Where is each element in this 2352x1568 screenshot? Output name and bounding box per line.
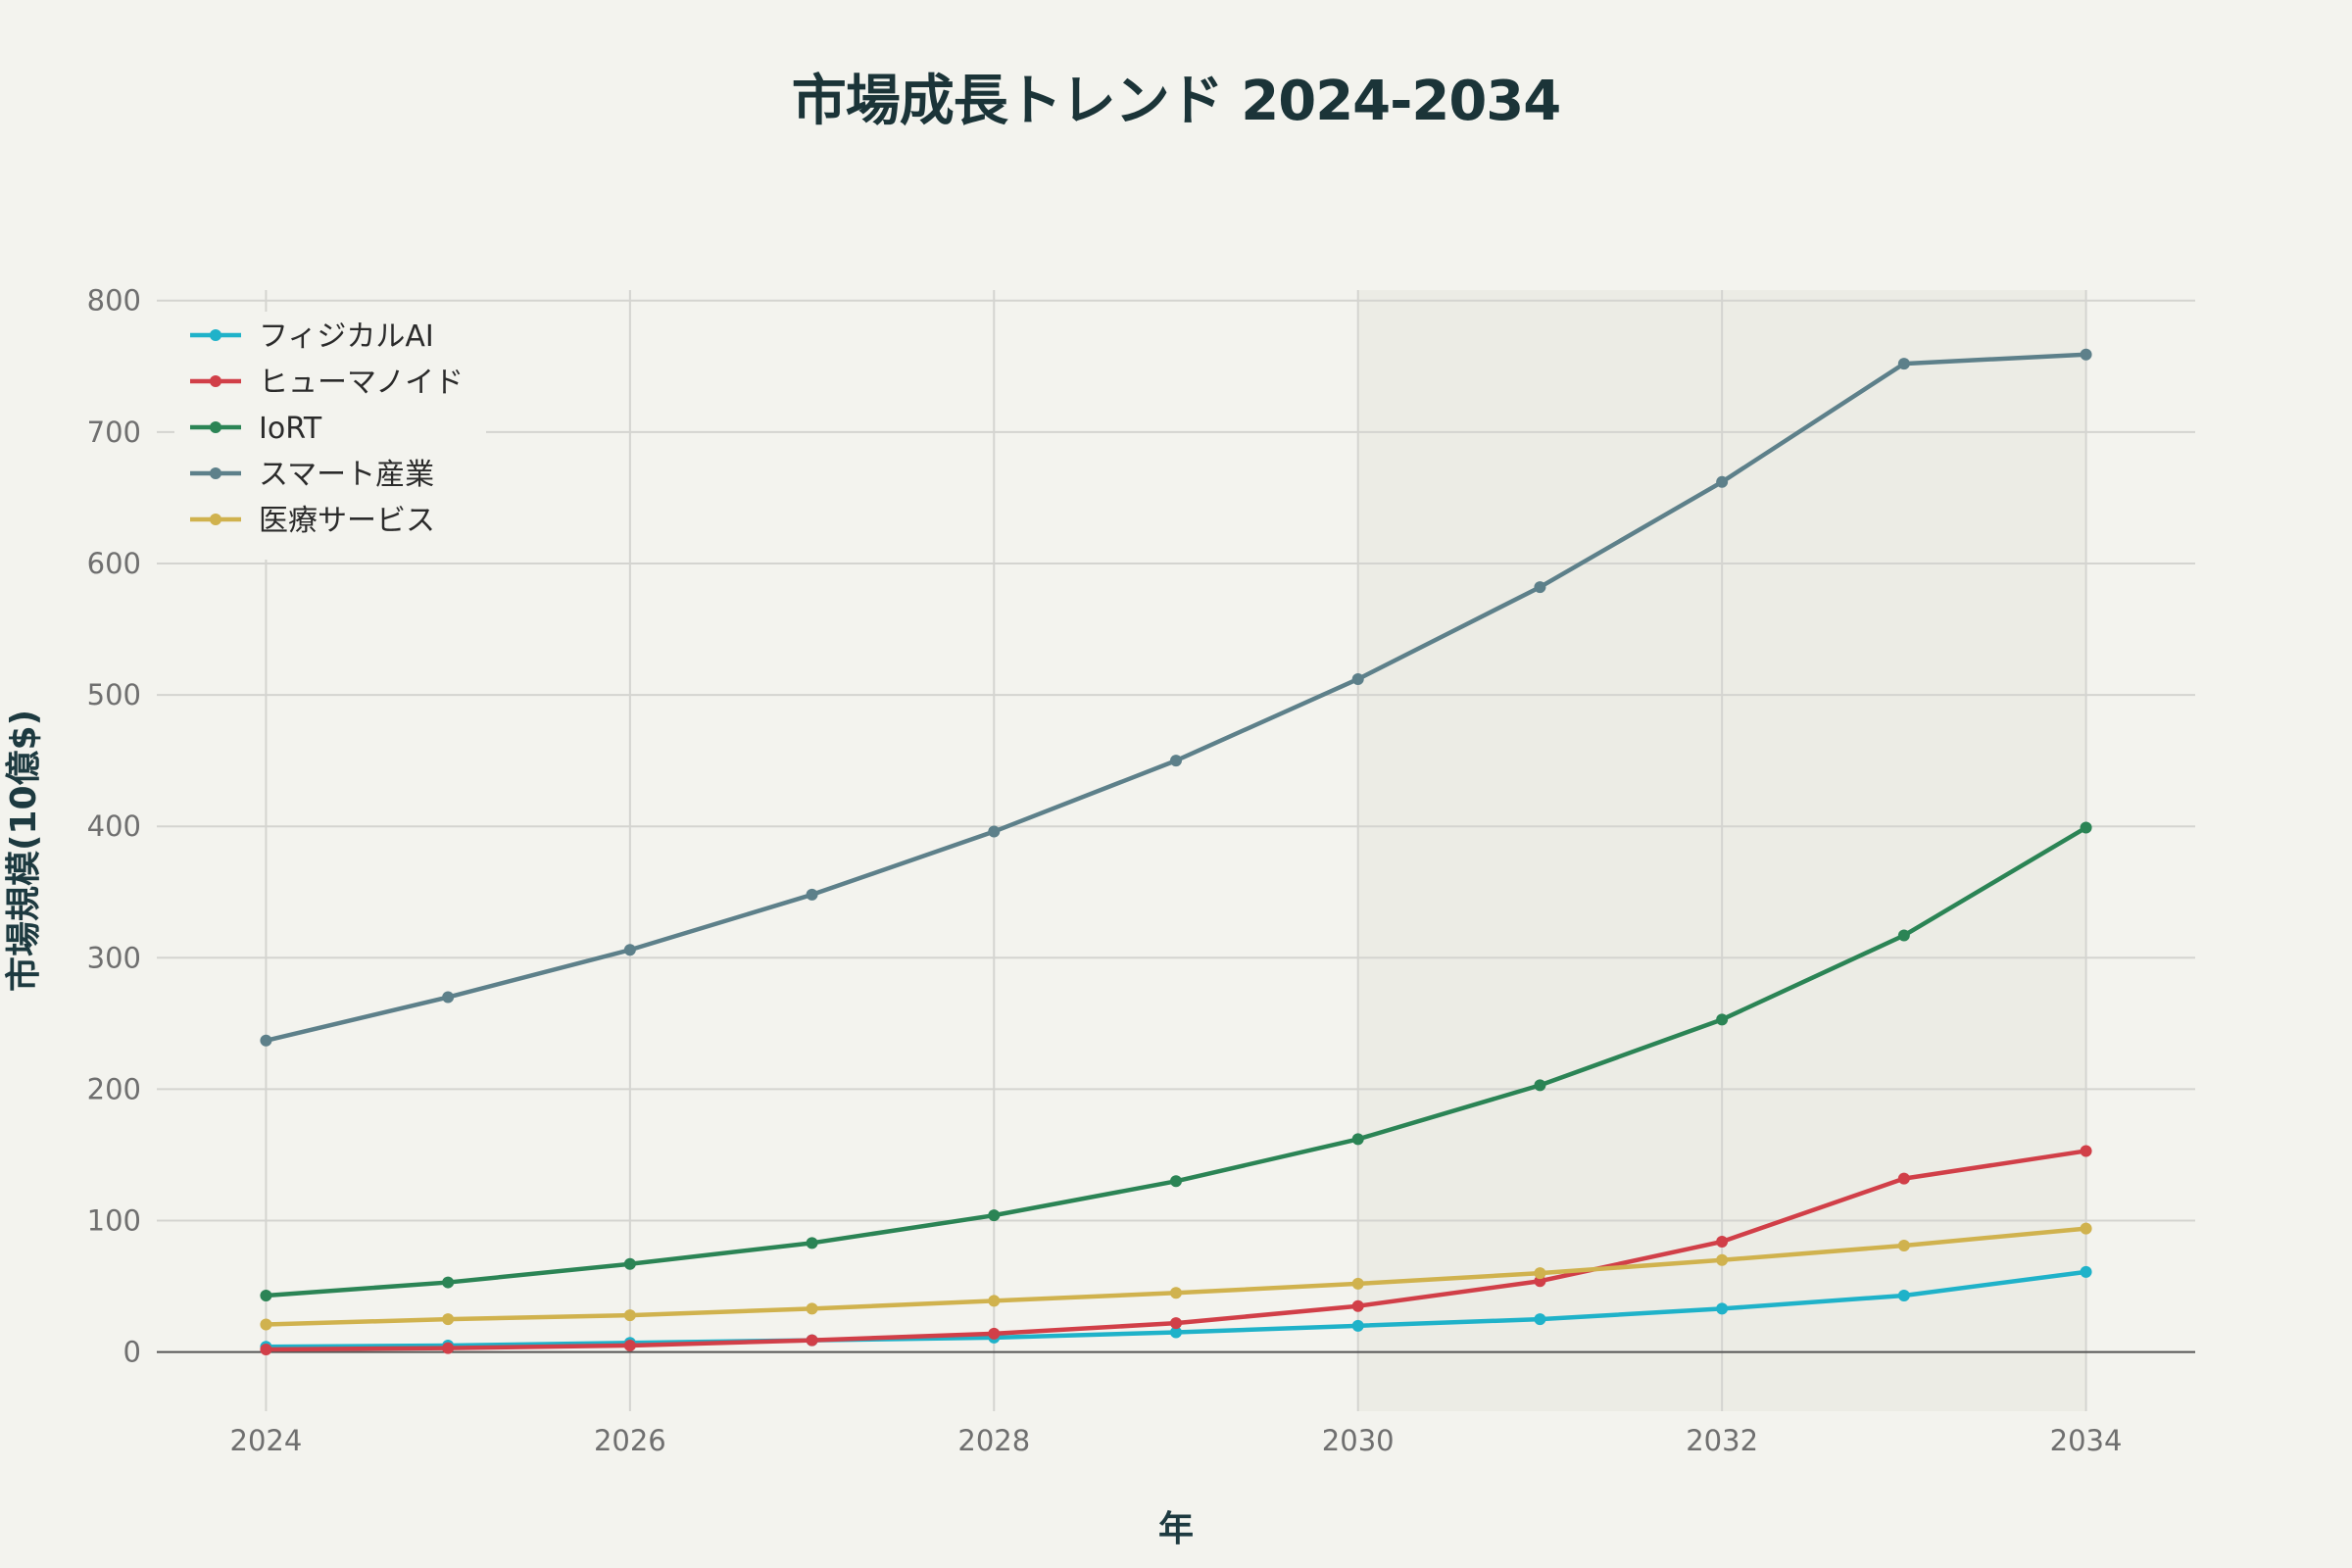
- data-point-s2-2025: [442, 1342, 455, 1354]
- data-point-s4-2024: [260, 1034, 272, 1047]
- series-2: [260, 1145, 2092, 1355]
- legend-label-5: 医療サービス: [259, 504, 435, 538]
- legend-label-1: フィジカルAI: [259, 319, 434, 354]
- data-point-s3-2026: [623, 1257, 636, 1270]
- y-tick-label-100: 100: [87, 1204, 141, 1238]
- legend-label-3: IoRT: [259, 412, 322, 446]
- x-tick-label-2034: 2034: [2050, 1424, 2123, 1457]
- legend-label-2: ヒューマノイド: [259, 366, 464, 400]
- data-point-s5-2033: [1897, 1240, 1910, 1252]
- data-point-s5-2028: [988, 1295, 1001, 1307]
- data-point-s1-2033: [1897, 1289, 1910, 1301]
- x-axis-title: 年: [1158, 1509, 1194, 1549]
- data-point-s5-2031: [1534, 1267, 1546, 1280]
- data-point-s5-2025: [442, 1313, 455, 1326]
- data-point-s1-2031: [1534, 1313, 1546, 1326]
- data-point-s4-2025: [442, 991, 455, 1004]
- data-point-s4-2034: [2080, 348, 2092, 361]
- chart-title: 市場成長トレンド 2024-2034: [791, 70, 1561, 133]
- x-tick-label-2032: 2032: [1686, 1424, 1758, 1457]
- data-point-s5-2024: [260, 1318, 272, 1331]
- data-point-s1-2029: [1170, 1326, 1182, 1339]
- data-point-s4-2027: [806, 888, 818, 901]
- y-axis-ticks: 0 100 200 300 400 500 600 700 800: [87, 284, 141, 1369]
- data-point-s5-2027: [806, 1302, 818, 1315]
- data-point-s1-2032: [1716, 1302, 1729, 1315]
- legend-swatch-marker-2: [210, 375, 221, 387]
- series-3: [260, 821, 2092, 1301]
- y-tick-label-300: 300: [87, 941, 141, 974]
- x-axis-ticks: 2024 2026 2028 2030 2032 2034: [230, 1424, 2123, 1457]
- data-point-s3-2032: [1716, 1013, 1729, 1026]
- y-tick-label-0: 0: [123, 1336, 141, 1369]
- legend-swatch-marker-4: [210, 467, 221, 479]
- legend-swatch-marker-5: [210, 514, 221, 525]
- data-point-s2-2027: [806, 1334, 818, 1347]
- data-point-s4-2031: [1534, 581, 1546, 594]
- data-point-s3-2025: [442, 1276, 455, 1289]
- data-point-s4-2029: [1170, 755, 1182, 767]
- data-point-s2-2024: [260, 1343, 272, 1355]
- data-point-s3-2034: [2080, 821, 2092, 834]
- x-tick-label-2024: 2024: [230, 1424, 303, 1457]
- x-tick-label-2028: 2028: [957, 1424, 1030, 1457]
- x-tick-label-2030: 2030: [1322, 1424, 1395, 1457]
- data-point-s3-2029: [1170, 1175, 1182, 1188]
- y-tick-label-700: 700: [87, 416, 141, 449]
- data-point-s2-2032: [1716, 1235, 1729, 1248]
- series-5: [260, 1222, 2092, 1331]
- legend-swatch-marker-1: [210, 329, 221, 341]
- data-point-s1-2030: [1351, 1319, 1364, 1332]
- data-point-s3-2031: [1534, 1079, 1546, 1092]
- data-point-s2-2028: [988, 1327, 1001, 1340]
- y-tick-label-400: 400: [87, 809, 141, 843]
- legend-swatch-marker-3: [210, 421, 221, 433]
- data-point-s5-2032: [1716, 1253, 1729, 1266]
- data-point-s5-2029: [1170, 1287, 1182, 1299]
- data-point-s2-2030: [1351, 1299, 1364, 1312]
- data-point-s5-2034: [2080, 1222, 2092, 1235]
- data-point-s1-2034: [2080, 1265, 2092, 1278]
- y-tick-label-600: 600: [87, 547, 141, 580]
- data-point-s4-2033: [1897, 358, 1910, 370]
- data-point-s4-2026: [623, 944, 636, 956]
- y-axis-title: 市場規模(10億$): [4, 710, 44, 992]
- y-tick-label-200: 200: [87, 1072, 141, 1105]
- data-point-s3-2030: [1351, 1133, 1364, 1146]
- data-point-s2-2033: [1897, 1172, 1910, 1185]
- series-group: [260, 348, 2092, 1355]
- legend-label-4: スマート産業: [259, 458, 434, 492]
- data-point-s4-2028: [988, 825, 1001, 838]
- data-point-s2-2026: [623, 1339, 636, 1351]
- y-tick-label-500: 500: [87, 678, 141, 711]
- data-point-s3-2028: [988, 1209, 1001, 1222]
- data-point-s3-2027: [806, 1237, 818, 1250]
- data-point-s5-2026: [623, 1309, 636, 1322]
- data-point-s4-2030: [1351, 672, 1364, 685]
- data-point-s3-2033: [1897, 929, 1910, 942]
- data-point-s2-2034: [2080, 1145, 2092, 1157]
- y-tick-label-800: 800: [87, 284, 141, 318]
- x-tick-label-2026: 2026: [594, 1424, 666, 1457]
- data-point-s2-2029: [1170, 1317, 1182, 1330]
- data-point-s4-2032: [1716, 475, 1729, 488]
- data-point-s3-2024: [260, 1289, 272, 1301]
- data-point-s5-2030: [1351, 1277, 1364, 1290]
- series-4: [260, 348, 2092, 1047]
